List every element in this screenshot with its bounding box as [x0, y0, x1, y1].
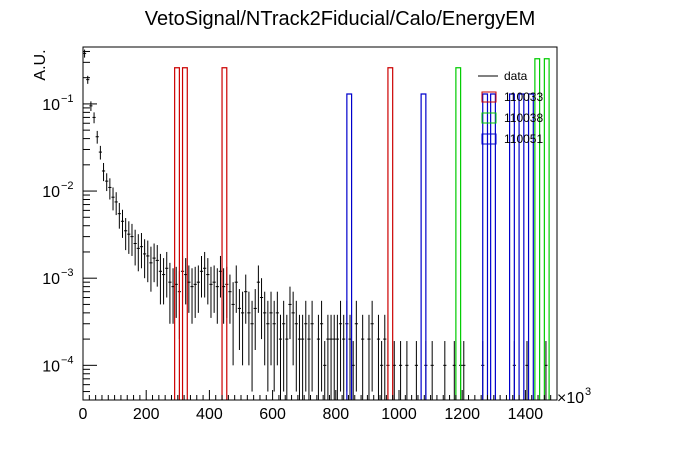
legend-label-data: data — [504, 69, 528, 83]
y-tick-label-exponent: −3 — [61, 267, 74, 279]
histogram-bar-110051 — [346, 93, 353, 400]
legend-swatch-110033 — [481, 91, 497, 103]
plot-area — [83, 49, 550, 400]
histogram-bar-110051 — [509, 93, 515, 400]
legend-swatch-110038 — [481, 112, 497, 124]
y-tick-label: 10 — [42, 358, 60, 375]
histogram-bar-110033 — [174, 67, 180, 400]
x-tick-label: 800 — [322, 406, 349, 423]
histogram-bar-110038 — [534, 58, 541, 400]
x-axis-multiplier-exponent: 3 — [585, 386, 591, 398]
x-axis-multiplier-base: ×10 — [557, 390, 584, 407]
x-tick-label: 1400 — [508, 406, 544, 423]
histogram-bar-110051 — [420, 93, 427, 400]
x-tick-label: 0 — [79, 406, 88, 423]
histogram-bar-110051 — [482, 93, 489, 400]
y-tick-label-exponent: −2 — [61, 180, 74, 192]
y-tick-label: 10 — [42, 184, 60, 201]
chart-title: VetoSignal/NTrack2Fiducial/Calo/EnergyEM — [145, 8, 536, 30]
histogram-bar-110038 — [543, 58, 550, 400]
histogram-bar-110051 — [490, 93, 496, 400]
y-tick-label: 10 — [42, 97, 60, 114]
y-tick-label-exponent: −1 — [61, 93, 74, 105]
histogram-bar-110033 — [387, 67, 394, 400]
legend-label-110033: 110033 — [504, 90, 543, 104]
histogram-bar-110033 — [221, 67, 228, 400]
legend-swatch-110051 — [481, 133, 497, 145]
x-axis-multiplier: ×10 3 — [557, 386, 591, 407]
y-axis-label: A.U. — [32, 49, 49, 80]
x-tick-label: 1200 — [444, 406, 480, 423]
x-tick-label: 1000 — [381, 406, 417, 423]
histogram-bar-110051 — [518, 93, 525, 400]
x-tick-label: 600 — [259, 406, 286, 423]
y-tick-label-exponent: −4 — [61, 354, 74, 366]
histogram-bar-110051 — [527, 93, 534, 400]
x-tick-label: 400 — [196, 406, 223, 423]
plot-frame — [82, 46, 558, 401]
legend-label-110051: 110051 — [504, 132, 543, 146]
x-tick-label: 200 — [133, 406, 160, 423]
legend: data 110033 110038 110051 — [478, 69, 543, 146]
y-tick-label: 10 — [42, 271, 60, 288]
legend-label-110038: 110038 — [504, 111, 543, 125]
histogram-bar-110033 — [181, 67, 188, 400]
histogram-bar-110038 — [455, 67, 462, 400]
